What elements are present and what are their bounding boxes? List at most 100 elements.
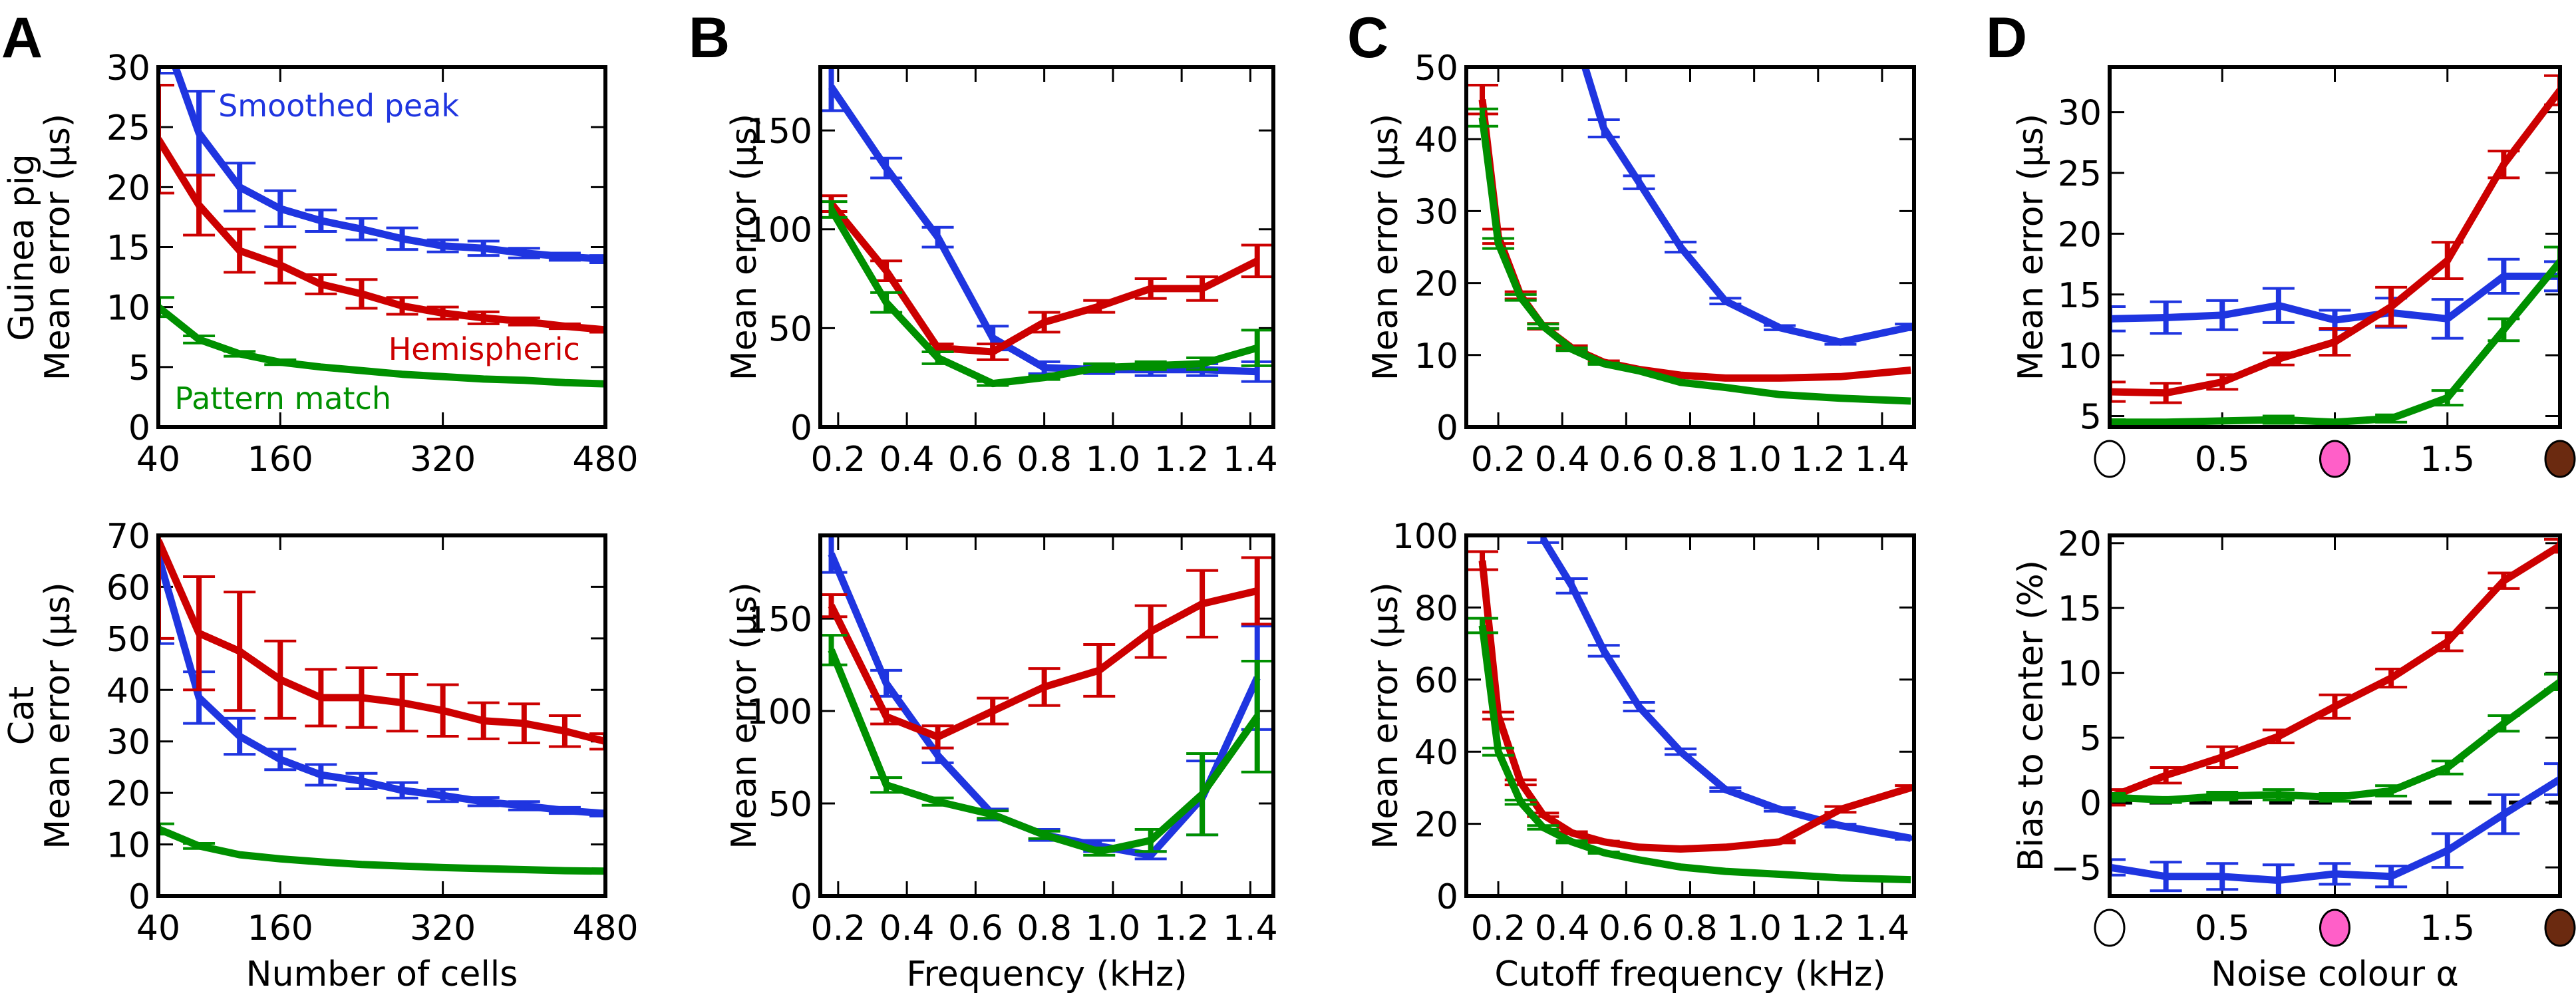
series-line-smoothed-peak bbox=[2110, 776, 2560, 885]
series-line-pattern-match bbox=[1478, 117, 1911, 405]
y-tick-label: 30 bbox=[106, 49, 150, 88]
pink-noise-marker bbox=[2319, 909, 2350, 947]
series-annotation-smoothed-peak: Smoothed peak bbox=[218, 88, 459, 124]
panel-letter-b: B bbox=[689, 6, 730, 70]
y-tick-label: 20 bbox=[1414, 265, 1458, 305]
x-tick-label: 1.0 bbox=[1086, 909, 1141, 948]
y-tick-label: −5 bbox=[2050, 849, 2102, 889]
error-bar bbox=[2544, 762, 2560, 796]
white-noise-marker bbox=[2094, 909, 2126, 947]
row-label-cat: Cat bbox=[2, 686, 42, 746]
y-tick-label: 0 bbox=[790, 877, 812, 917]
x-tick-label: 1.0 bbox=[1726, 440, 1782, 480]
panel-letter-c: C bbox=[1347, 6, 1388, 70]
x-tick-label: 0.2 bbox=[810, 440, 866, 480]
y-tick-label: 150 bbox=[746, 600, 812, 640]
y-tick-label: 40 bbox=[106, 671, 150, 711]
axes-frame bbox=[1464, 533, 1916, 898]
y-tick-label: 10 bbox=[1414, 337, 1458, 376]
panel-letter-d: D bbox=[1986, 6, 2027, 70]
error-bar bbox=[2110, 380, 2126, 403]
axes-frame bbox=[156, 533, 607, 898]
y-axis-label: Bias to center (%) bbox=[2011, 560, 2051, 871]
y-tick-label: 50 bbox=[768, 785, 812, 825]
y-tick-label: 0 bbox=[1436, 408, 1458, 448]
y-tick-label: 0 bbox=[128, 877, 150, 917]
y-axis-label: Mean error (μs) bbox=[38, 582, 78, 849]
x-tick-label: 0.6 bbox=[948, 909, 1003, 948]
error-bar bbox=[158, 535, 174, 640]
y-tick-label: 15 bbox=[106, 229, 150, 269]
x-tick-label: 320 bbox=[410, 440, 476, 480]
chart-c-bottom: 0.2 0.4 0.6 0.8 1.0 1.2 1.4 0 20 40 60 80 100 Mean er… bbox=[1366, 517, 1916, 993]
axes-frame bbox=[156, 65, 607, 429]
x-tick-label: 0.6 bbox=[1599, 909, 1654, 948]
row-label-guinea-pig: Guinea pig bbox=[2, 154, 42, 341]
x-tick-label: 160 bbox=[247, 440, 313, 480]
series-line-pattern-match bbox=[828, 648, 1261, 855]
y-tick-label: 20 bbox=[106, 168, 150, 208]
series-line-hemispheric bbox=[828, 587, 1258, 741]
y-axis-label: Mean error (μs) bbox=[724, 114, 764, 380]
y-tick-label: 20 bbox=[2058, 215, 2102, 255]
series-line-pattern-match bbox=[1478, 625, 1911, 884]
y-tick-label: 100 bbox=[1392, 517, 1458, 557]
axes-frame bbox=[2108, 533, 2562, 898]
y-tick-label: 5 bbox=[2080, 398, 2102, 438]
y-tick-label: 50 bbox=[106, 620, 150, 660]
series-line-pattern-match bbox=[158, 825, 605, 875]
x-tick-label: 40 bbox=[136, 909, 180, 948]
x-tick-label: 0.2 bbox=[810, 909, 866, 948]
series-line-pattern-match bbox=[828, 208, 1259, 388]
y-tick-label: 150 bbox=[746, 112, 812, 152]
series-group bbox=[2110, 537, 2560, 896]
y-tick-label: 25 bbox=[106, 108, 150, 148]
y-tick-label: 0 bbox=[1436, 877, 1458, 917]
y-tick-label: 40 bbox=[1414, 120, 1458, 160]
series-group bbox=[2110, 74, 2560, 426]
series-line-hemispheric bbox=[1478, 560, 1912, 853]
y-tick-label: 50 bbox=[768, 309, 812, 349]
y-axis-label: Mean error (μs) bbox=[1366, 114, 1406, 380]
x-tick-label: 160 bbox=[247, 909, 313, 948]
y-tick-label: 25 bbox=[2058, 154, 2102, 194]
x-tick-label: 1.2 bbox=[1154, 440, 1209, 480]
series-line-hemispheric bbox=[2110, 542, 2560, 801]
y-tick-label: 10 bbox=[2058, 654, 2102, 694]
axes-frame bbox=[1464, 65, 1916, 429]
y-tick-label: 30 bbox=[2058, 94, 2102, 134]
axes-frame bbox=[818, 533, 1275, 898]
series-group bbox=[158, 535, 605, 875]
error-bar bbox=[2544, 260, 2560, 293]
error-bar bbox=[1241, 243, 1273, 279]
series-annotation-hemispheric: Hemispheric bbox=[389, 331, 580, 367]
y-tick-label: 70 bbox=[106, 517, 150, 557]
y-tick-label: 50 bbox=[1414, 49, 1458, 88]
y-tick-label: 5 bbox=[128, 349, 150, 388]
pink-noise-marker bbox=[2319, 440, 2350, 478]
x-tick-label: 0.4 bbox=[1535, 909, 1590, 948]
panel-letter-a: A bbox=[1, 6, 43, 70]
y-axis-label: Mean error (μs) bbox=[724, 582, 764, 849]
y-tick-label: 20 bbox=[1414, 805, 1458, 845]
x-axis-label: Number of cells bbox=[246, 954, 518, 993]
series-line-hemispheric bbox=[158, 539, 605, 746]
x-tick-label: 1.0 bbox=[1726, 909, 1782, 948]
series-line-pattern-match bbox=[158, 304, 605, 388]
axes-frame bbox=[2108, 65, 2562, 429]
series-line-smoothed-peak bbox=[828, 84, 1257, 376]
series-line-pattern-match bbox=[2110, 678, 2560, 804]
y-tick-label: 80 bbox=[1414, 589, 1458, 629]
x-tick-label: 1.4 bbox=[1223, 909, 1278, 948]
y-axis-label: Mean error (μs) bbox=[2011, 114, 2051, 380]
series-line-hemispheric bbox=[828, 201, 1259, 356]
x-tick-label: 1.2 bbox=[1790, 440, 1846, 480]
x-tick-label: 480 bbox=[572, 440, 638, 480]
series-group bbox=[820, 535, 1273, 861]
y-tick-label: 60 bbox=[1414, 661, 1458, 701]
series-line-hemispheric bbox=[158, 137, 605, 334]
